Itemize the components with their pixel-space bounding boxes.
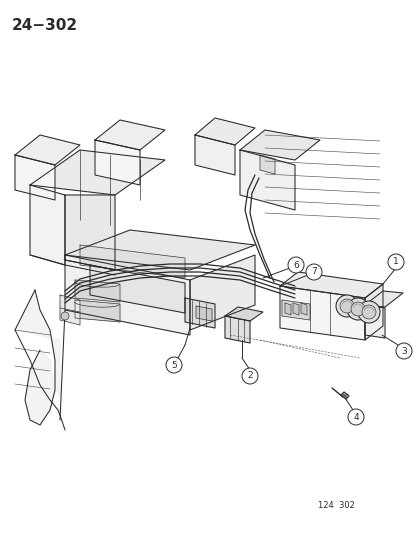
Polygon shape bbox=[279, 286, 364, 340]
Polygon shape bbox=[281, 300, 309, 320]
Polygon shape bbox=[65, 195, 115, 270]
Polygon shape bbox=[195, 135, 235, 175]
Circle shape bbox=[357, 301, 379, 323]
Circle shape bbox=[361, 305, 375, 319]
Polygon shape bbox=[75, 300, 120, 322]
Text: 7: 7 bbox=[311, 268, 316, 277]
Polygon shape bbox=[300, 303, 306, 315]
Polygon shape bbox=[30, 185, 65, 265]
Polygon shape bbox=[90, 265, 185, 313]
Polygon shape bbox=[284, 303, 290, 315]
Text: 1: 1 bbox=[392, 257, 398, 266]
Polygon shape bbox=[259, 155, 274, 174]
Polygon shape bbox=[60, 295, 80, 325]
Text: 6: 6 bbox=[292, 261, 298, 270]
Polygon shape bbox=[195, 118, 254, 145]
Circle shape bbox=[346, 298, 368, 320]
Polygon shape bbox=[292, 303, 298, 315]
Polygon shape bbox=[185, 298, 214, 328]
Circle shape bbox=[387, 254, 403, 270]
Polygon shape bbox=[15, 135, 80, 165]
Circle shape bbox=[339, 299, 353, 313]
Text: 4: 4 bbox=[352, 413, 358, 422]
Circle shape bbox=[350, 302, 364, 316]
Polygon shape bbox=[224, 307, 262, 321]
Polygon shape bbox=[190, 255, 254, 330]
Polygon shape bbox=[15, 290, 60, 425]
Polygon shape bbox=[364, 291, 402, 307]
Text: 5: 5 bbox=[171, 360, 176, 369]
Text: 124  302: 124 302 bbox=[317, 501, 354, 510]
Text: 2: 2 bbox=[247, 372, 252, 381]
Polygon shape bbox=[30, 150, 165, 195]
Polygon shape bbox=[195, 306, 211, 321]
Circle shape bbox=[335, 295, 357, 317]
Circle shape bbox=[305, 264, 321, 280]
Polygon shape bbox=[95, 120, 165, 150]
Polygon shape bbox=[340, 392, 348, 399]
Circle shape bbox=[166, 357, 182, 373]
Polygon shape bbox=[364, 284, 382, 340]
Polygon shape bbox=[75, 280, 120, 302]
Polygon shape bbox=[15, 155, 55, 200]
Polygon shape bbox=[65, 230, 254, 270]
Circle shape bbox=[61, 312, 69, 320]
Text: 3: 3 bbox=[400, 346, 406, 356]
Polygon shape bbox=[240, 150, 294, 210]
Polygon shape bbox=[240, 130, 319, 160]
Polygon shape bbox=[80, 245, 185, 278]
Polygon shape bbox=[224, 316, 249, 343]
Polygon shape bbox=[95, 140, 140, 185]
Circle shape bbox=[395, 343, 411, 359]
Circle shape bbox=[287, 257, 303, 273]
Circle shape bbox=[242, 368, 257, 384]
Polygon shape bbox=[65, 255, 190, 335]
Polygon shape bbox=[364, 305, 384, 338]
Polygon shape bbox=[279, 272, 382, 298]
Circle shape bbox=[347, 409, 363, 425]
Text: 24−302: 24−302 bbox=[12, 18, 78, 33]
